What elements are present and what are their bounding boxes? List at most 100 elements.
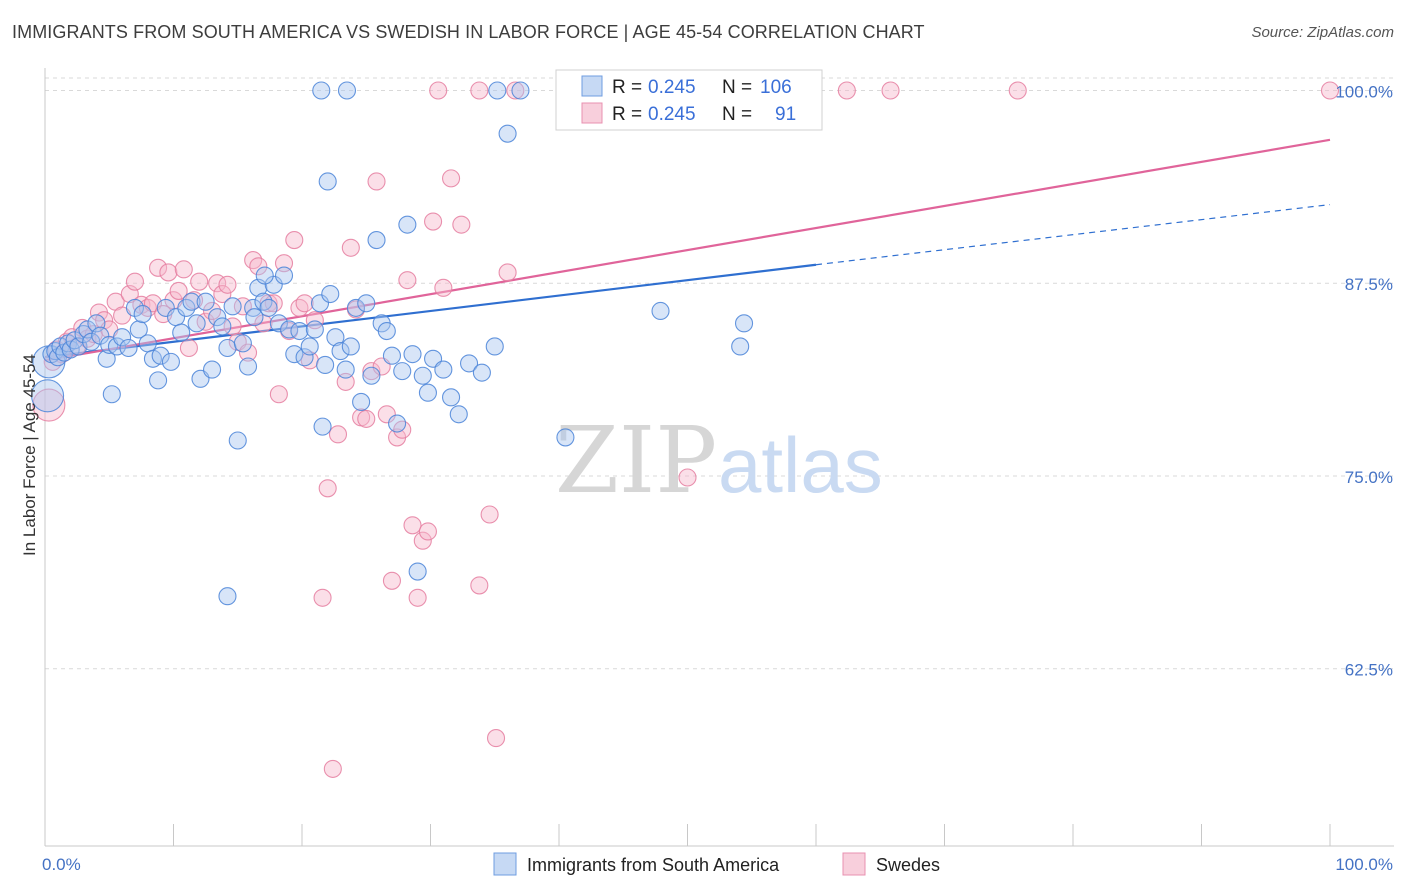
point-swedes <box>678 468 697 487</box>
point-swedes <box>313 588 332 607</box>
point-swedes <box>213 284 232 304</box>
point-immigrants <box>223 297 242 316</box>
point-immigrants <box>129 320 148 339</box>
point-immigrants <box>418 383 437 402</box>
point-immigrants <box>651 301 670 321</box>
y-tick-label: 100.0% <box>1335 83 1393 102</box>
point-immigrants <box>485 337 504 356</box>
y-tick-label: 62.5% <box>1345 661 1393 680</box>
legend-n-value-1: 91 <box>775 104 796 125</box>
point-immigrants <box>318 172 337 191</box>
point-immigrants <box>434 360 453 379</box>
point-immigrants <box>113 328 132 347</box>
point-swedes <box>323 759 342 778</box>
point-swedes <box>398 271 417 290</box>
tick-labels: 100.0% 87.5% 75.0% 62.5% 0.0% 100.0% <box>42 83 1393 874</box>
point-swedes <box>434 278 453 297</box>
point-immigrants <box>228 431 247 450</box>
point-immigrants <box>377 321 396 341</box>
point-swedes <box>382 571 402 590</box>
point-immigrants <box>734 314 754 333</box>
bottom-legend: Immigrants from South America Swedes <box>493 852 940 876</box>
point-swedes <box>470 81 489 100</box>
point-immigrants <box>305 320 324 339</box>
watermark-zip: ZIP <box>555 407 717 514</box>
bottom-legend-swatch-pink <box>842 852 866 876</box>
axes-layer <box>44 68 1394 847</box>
chart-title: IMMIGRANTS FROM SOUTH AMERICA VS SWEDISH… <box>12 22 925 42</box>
point-immigrants <box>233 334 252 353</box>
point-immigrants <box>82 332 101 351</box>
point-swedes <box>169 281 188 300</box>
point-immigrants <box>556 428 575 447</box>
point-immigrants <box>295 348 314 367</box>
bottom-legend-swatch-blue <box>493 852 517 876</box>
point-immigrants <box>357 294 376 313</box>
point-swedes <box>452 215 471 234</box>
point-swedes <box>429 81 448 100</box>
point-swedes <box>881 81 900 100</box>
point-immigrants <box>403 345 422 364</box>
point-swedes <box>403 516 422 535</box>
point-swedes <box>413 531 432 550</box>
point-immigrants <box>316 355 335 374</box>
point-swedes <box>159 263 178 282</box>
point-swedes <box>377 405 396 424</box>
chart-source: Source: ZipAtlas.com <box>1251 24 1394 41</box>
point-immigrants <box>218 338 237 358</box>
point-swedes <box>506 81 525 100</box>
point-swedes <box>1008 81 1027 100</box>
point-swedes <box>295 294 314 313</box>
point-swedes <box>362 362 381 381</box>
bottom-legend-label-0: Immigrants from South America <box>527 855 780 875</box>
point-immigrants <box>341 337 360 356</box>
point-immigrants <box>245 308 264 327</box>
point-swedes <box>269 385 288 404</box>
point-swedes <box>196 312 215 331</box>
legend-swatch-pink <box>581 102 603 124</box>
point-swedes <box>305 311 324 330</box>
point-immigrants <box>511 81 530 100</box>
point-immigrants <box>97 349 116 368</box>
point-immigrants <box>290 321 309 341</box>
point-immigrants <box>488 81 507 100</box>
point-swedes <box>249 257 268 276</box>
point-immigrants <box>312 81 331 100</box>
point-immigrants <box>102 385 121 404</box>
point-immigrants <box>218 587 237 606</box>
point-immigrants <box>331 342 350 361</box>
point-swedes <box>442 169 461 188</box>
point-immigrants <box>336 360 355 379</box>
point-immigrants <box>161 352 180 371</box>
point-swedes <box>328 425 348 444</box>
y-axis-title: In Labor Force | Age 45-54 <box>20 354 39 556</box>
point-immigrants <box>398 215 417 234</box>
point-immigrants <box>187 314 206 333</box>
point-swedes <box>357 409 376 428</box>
point-immigrants <box>472 363 491 382</box>
point-swedes <box>32 388 66 422</box>
point-swedes <box>149 258 168 277</box>
point-swedes <box>125 272 144 291</box>
point-immigrants <box>459 354 479 373</box>
point-immigrants <box>321 284 340 304</box>
point-immigrants <box>151 346 170 365</box>
trend-line-immigrants-extension <box>815 204 1331 266</box>
point-immigrants <box>149 371 168 390</box>
point-immigrants <box>133 305 152 324</box>
point-swedes <box>1320 81 1340 100</box>
point-immigrants <box>300 337 319 356</box>
point-immigrants <box>182 292 201 311</box>
bottom-legend-label-1: Swedes <box>876 855 940 875</box>
point-immigrants <box>119 338 138 358</box>
point-swedes <box>174 260 193 279</box>
x-tick-label: 0.0% <box>42 855 81 874</box>
point-immigrants <box>346 298 366 317</box>
legend-n-label-0: N = <box>722 77 752 98</box>
point-immigrants <box>244 298 263 317</box>
point-immigrants <box>310 294 330 313</box>
legend-r-value-0: 0.245 <box>648 77 696 98</box>
point-swedes <box>179 338 198 358</box>
point-immigrants <box>367 231 386 250</box>
